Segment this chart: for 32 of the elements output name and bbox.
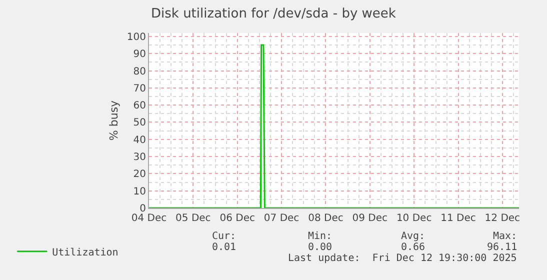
text: 0.00 [308, 242, 332, 253]
x-tick-label: 04 Dec [131, 213, 167, 224]
chart-title: Disk utilization for /dev/sda - by week [151, 6, 396, 22]
y-tick-label: 50 [133, 118, 146, 129]
y-tick-label: 90 [133, 49, 146, 60]
y-axis-title: % busy [108, 100, 121, 141]
text: Min: [308, 231, 332, 242]
text: 0.01 [212, 242, 236, 253]
x-tick-label: 12 Dec [484, 213, 520, 224]
x-tick-label: 07 Dec [264, 213, 300, 224]
legend-label: Utilization [52, 247, 118, 258]
text: Avg: [401, 231, 426, 242]
y-tick-label: 40 [133, 134, 146, 146]
y-tick-label: 20 [133, 169, 146, 180]
x-tick-label: 06 Dec [220, 213, 255, 224]
x-tick-label: 09 Dec [352, 213, 388, 224]
y-tick-label: 30 [133, 152, 146, 164]
text: Last update: Fri Dec 12 19:30:00 2025 [288, 253, 517, 264]
text: Cur: [212, 231, 236, 242]
text: Max: [493, 231, 518, 242]
y-tick-label: 0 [140, 204, 146, 214]
x-tick-label: 11 Dec [440, 213, 476, 224]
y-tick-label: 100 [126, 32, 146, 43]
text: 96.11 [487, 242, 518, 253]
y-tick-label: 10 [133, 186, 146, 198]
text: 0.66 [401, 242, 426, 253]
y-tick-label: 70 [133, 83, 146, 94]
x-tick-label: 05 Dec [176, 213, 211, 224]
x-tick-label: 10 Dec [396, 213, 432, 224]
y-tick-label: 80 [133, 66, 146, 78]
x-tick-label: 08 Dec [308, 213, 344, 224]
y-tick-label: 60 [133, 100, 146, 112]
